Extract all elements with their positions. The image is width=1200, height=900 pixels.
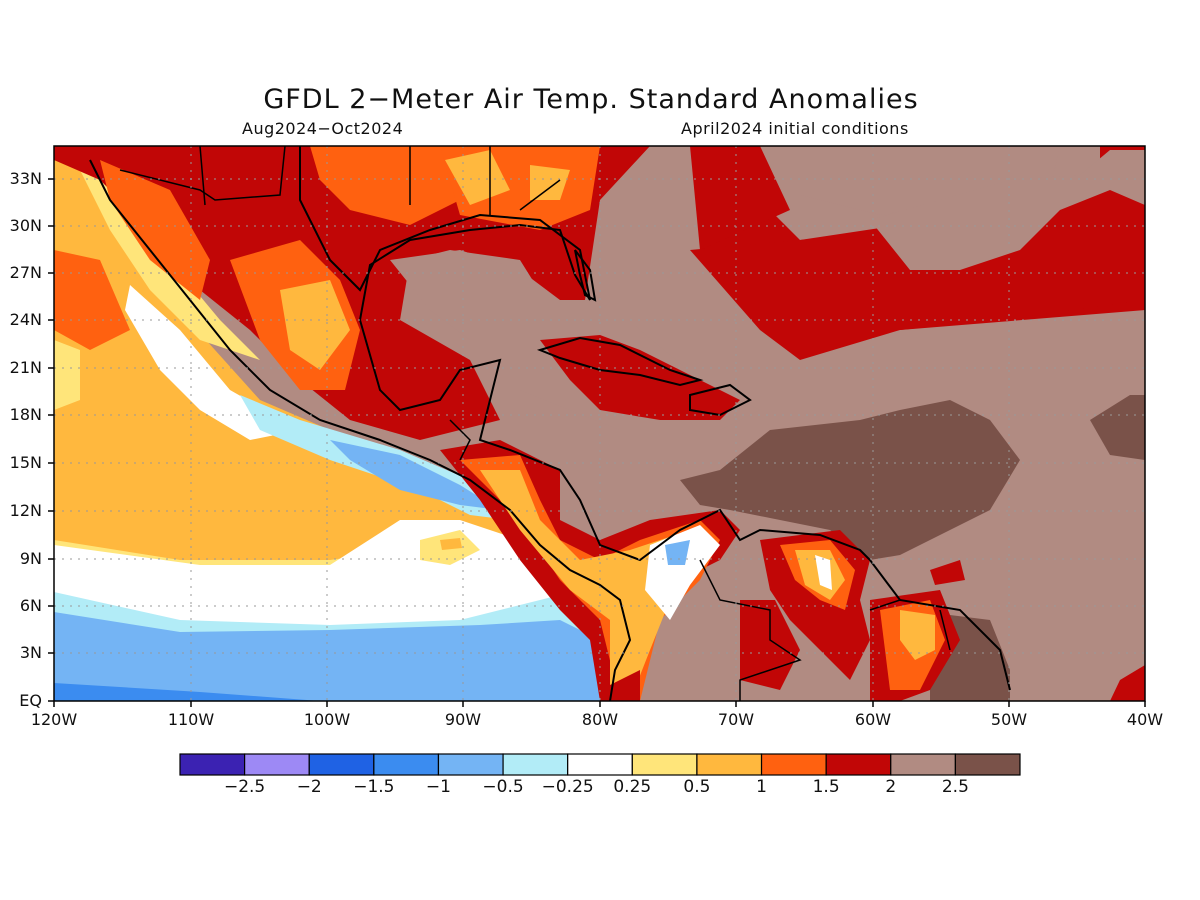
gridlines	[54, 146, 1145, 701]
lat-label: 33N	[9, 169, 42, 188]
border-5	[869, 599, 951, 651]
lon-label: 100W	[303, 710, 351, 729]
brazil-red-sw	[600, 670, 640, 701]
colorbar-swatch	[954, 753, 1021, 776]
coastlines	[89, 146, 1011, 701]
brazil-red	[740, 600, 800, 690]
colorbar-tick-label: 2	[885, 777, 897, 797]
colorbar-swatch	[244, 753, 310, 776]
colorbar-tick-label: −2	[296, 777, 322, 797]
coastline-hispaniola	[689, 383, 752, 417]
pacific-warm-cell	[54, 250, 130, 350]
lon-label: 110W	[167, 710, 215, 729]
lat-label: 15N	[9, 453, 42, 472]
pacific-field-blue-north	[330, 440, 500, 510]
lat-label: 9N	[19, 549, 42, 568]
atlantic-dark-brown-east	[1090, 395, 1145, 460]
colorbar-swatch	[373, 753, 440, 776]
coastline-cuba	[536, 336, 704, 387]
usa-yellow-1	[445, 150, 510, 205]
colorbar-tick-label: 1.5	[812, 777, 840, 797]
colorbar-swatch	[631, 753, 698, 776]
usa-yellow-2	[530, 165, 570, 200]
season-label: Aug2024−Oct2024	[242, 119, 404, 138]
colombia-white	[645, 525, 720, 620]
colorbar-tick-label: 1	[756, 777, 767, 797]
lat-label: 27N	[9, 263, 42, 282]
colorbar-swatch	[760, 753, 827, 776]
lon-label: 40W	[1126, 710, 1164, 729]
colorbar-tick-label: −1	[425, 777, 451, 797]
lat-label: 18N	[9, 405, 42, 424]
lon-label: 70W	[717, 710, 755, 729]
coastline-mexico-pacific	[89, 159, 632, 701]
atlantic-red-small	[930, 560, 965, 585]
anomaly-field	[54, 146, 1145, 701]
lat-label: 12N	[9, 501, 42, 520]
atlantic-red-se	[1110, 665, 1145, 701]
colorbar-swatch	[825, 753, 892, 776]
border-4	[699, 559, 802, 701]
colorbar-swatch	[567, 753, 633, 776]
atlantic-mocha-east	[870, 150, 1145, 270]
border-2	[199, 146, 206, 206]
colorbar-tick-label: −0.5	[482, 777, 524, 797]
caribbean-dark-brown	[680, 400, 1020, 560]
colorbar-swatch	[696, 753, 763, 776]
lat-label: EQ	[19, 691, 42, 710]
atlantic-red-2	[690, 146, 790, 250]
colorbar-tick-label: −1.5	[353, 777, 395, 797]
colorbar-swatch	[437, 753, 504, 776]
venezuela-white	[815, 555, 832, 590]
mexico-yellow	[280, 280, 350, 370]
atlantic-mocha-north	[800, 146, 1060, 215]
coastline-gulf	[299, 146, 1011, 691]
lon-label: 60W	[854, 710, 892, 729]
colorbar-tick-label: −0.25	[541, 777, 594, 797]
lat-label: 6N	[19, 596, 42, 615]
initial-conditions-label: April2024 initial conditions	[681, 119, 909, 138]
colorbar-tick-label: 0.25	[613, 777, 652, 797]
colorbar-swatch	[308, 753, 375, 776]
pacific-field-darker	[54, 683, 320, 701]
lon-label: 120W	[30, 710, 78, 729]
pacific-field-white-west	[125, 285, 300, 440]
axis-ticks	[48, 178, 1146, 707]
lat-label: 24N	[9, 310, 42, 329]
mexico-orange-2	[100, 160, 210, 300]
border-3	[409, 146, 561, 461]
lat-label: 3N	[19, 643, 42, 662]
colorbar-tick-label: 0.5	[683, 777, 711, 797]
pacific-field-white-fringe	[54, 340, 80, 410]
colorbar-tick-label: 2.5	[941, 777, 969, 797]
colorbar-tick-label: −2.5	[223, 777, 266, 797]
colorbar-swatch	[502, 753, 569, 776]
lat-label: 30N	[9, 216, 42, 235]
usa-orange-1	[310, 146, 460, 225]
chart-title: GFDL 2−Meter Air Temp. Standard Anomalie…	[263, 84, 919, 115]
border-1	[119, 146, 286, 201]
pacific-orange-spot	[440, 538, 462, 550]
lat-label: 21N	[9, 358, 42, 377]
coastline-florida	[574, 249, 597, 302]
colorbar	[179, 753, 1021, 776]
colorbar-swatch	[890, 753, 956, 776]
colorbar-swatch	[179, 753, 246, 776]
lon-label: 50W	[990, 710, 1028, 729]
lon-label: 90W	[444, 710, 482, 729]
guiana-yellow	[900, 610, 935, 660]
lon-label: 80W	[581, 710, 619, 729]
central-america-yellow	[480, 470, 700, 701]
